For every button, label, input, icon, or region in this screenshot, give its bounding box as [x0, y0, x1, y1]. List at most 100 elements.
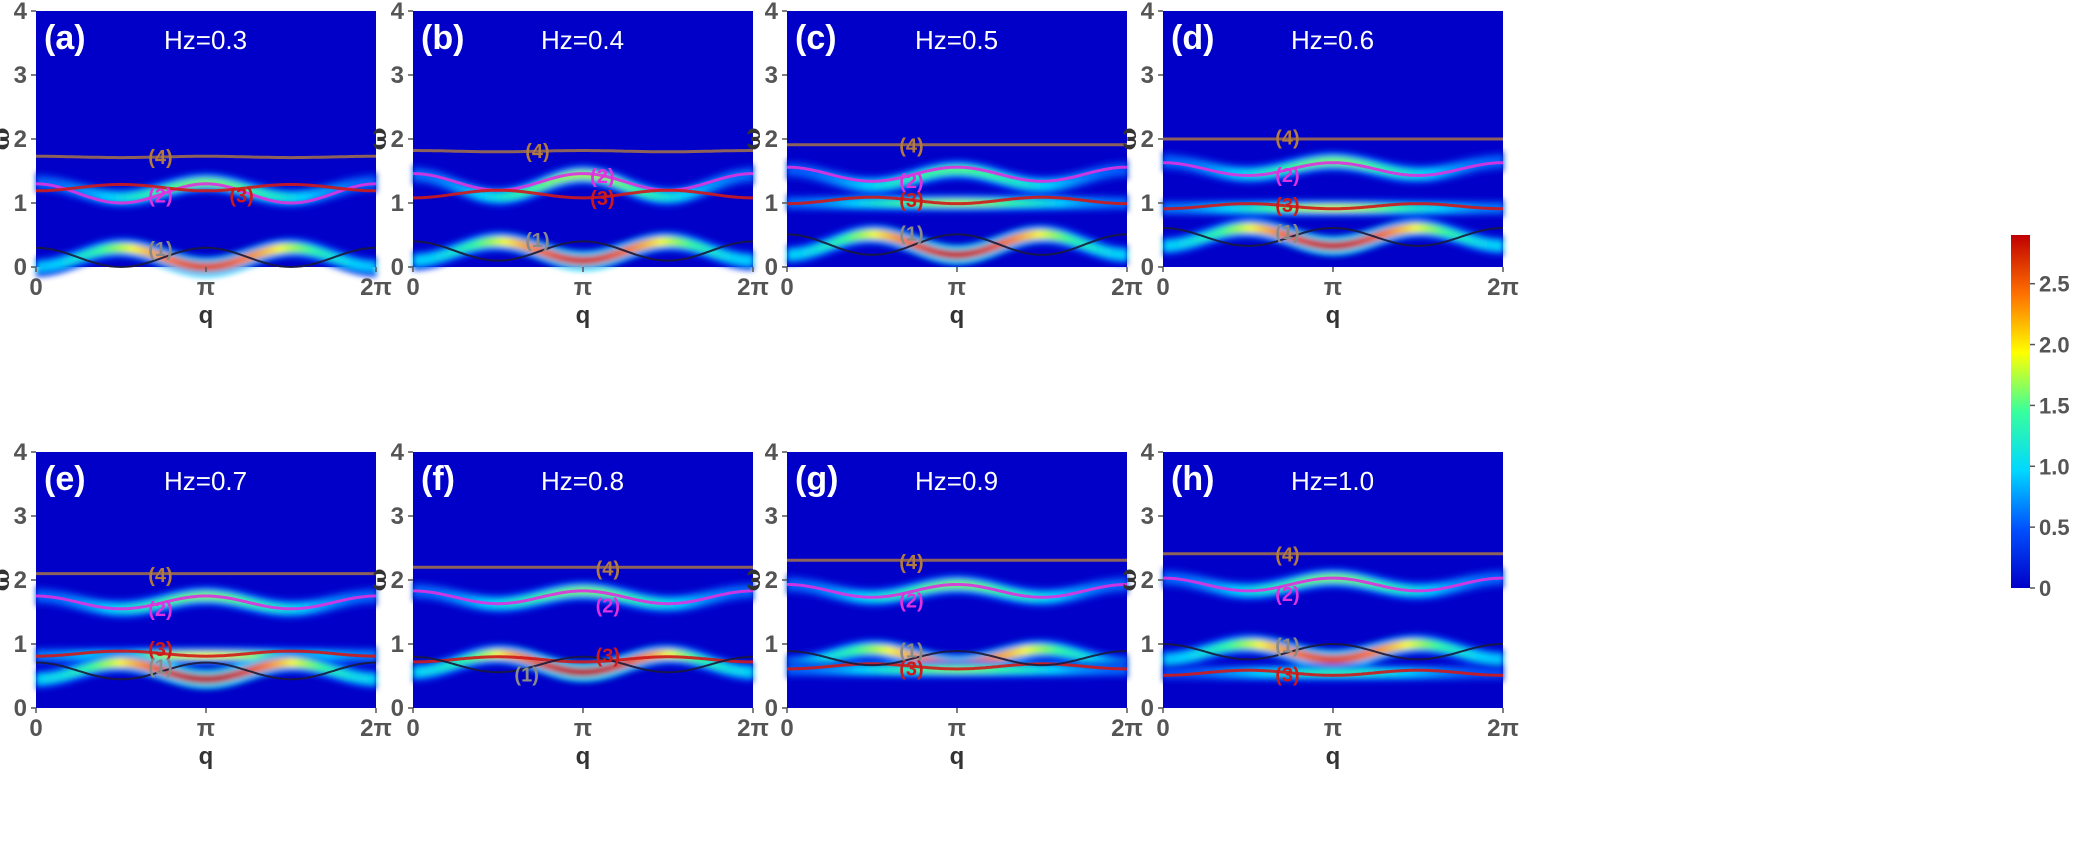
heat-cell — [130, 658, 135, 668]
heat-cell — [654, 650, 660, 660]
heat-cell — [745, 255, 750, 265]
heat-cell — [828, 199, 833, 207]
heat-cell — [987, 243, 992, 253]
heat-cell — [1499, 668, 1504, 677]
heat-cell — [122, 243, 128, 253]
heat-cell — [179, 671, 184, 681]
heat-cell — [1446, 228, 1451, 238]
heat-cell — [1310, 668, 1315, 677]
heat-cell — [266, 246, 271, 256]
x-tick-label: π — [574, 715, 592, 742]
heat-cell — [703, 183, 709, 193]
heat-cell — [1028, 199, 1034, 207]
heat-cell — [304, 659, 309, 669]
heat-cell — [85, 188, 90, 198]
x-tick-label: π — [948, 274, 966, 301]
heat-cell — [1212, 229, 1217, 239]
heat-cell — [598, 172, 603, 182]
heat-cell — [703, 657, 709, 667]
heat-cell — [1461, 233, 1466, 243]
heat-cell — [1077, 238, 1083, 248]
heat-cell — [77, 185, 82, 195]
heat-cell — [122, 658, 128, 668]
heat-cell — [77, 651, 82, 660]
heat-cell — [1028, 645, 1034, 655]
heat-cell — [1025, 199, 1030, 207]
heat-cell — [1089, 171, 1094, 181]
heat-cell — [669, 237, 675, 246]
heat-cell — [832, 238, 837, 248]
heat-cell — [424, 666, 429, 676]
heat-cell — [251, 187, 256, 197]
heat-cell — [1276, 643, 1281, 653]
heat-cell — [1170, 240, 1175, 250]
heat-cell — [1340, 668, 1345, 677]
axes: 0 1 2 3 4 0 π 2π q ω — [0, 0, 392, 329]
heat-cell — [1461, 648, 1466, 657]
heat-cell — [926, 665, 932, 674]
heat-cell — [1427, 668, 1432, 677]
heat-cell — [817, 655, 822, 665]
heat-cell — [141, 190, 147, 200]
heat-cell — [1310, 652, 1315, 662]
heat-cell — [319, 189, 324, 199]
band-2-curve — [787, 165, 1127, 183]
heat-cell — [372, 262, 377, 272]
heat-cell — [1385, 204, 1391, 212]
heat-cell — [533, 244, 539, 254]
heat-cell — [651, 651, 656, 661]
heat-cell — [1032, 180, 1037, 190]
heat-cell — [722, 175, 728, 185]
heat-cell — [1227, 668, 1232, 677]
heat-cell — [979, 168, 985, 178]
x-axis-label: q — [199, 302, 214, 329]
heat-cell — [1435, 225, 1440, 235]
heat-cell — [907, 238, 913, 248]
heat-cell — [658, 191, 663, 201]
heat-cell — [126, 193, 132, 203]
heat-cell — [1476, 237, 1481, 247]
heat-cell — [1246, 639, 1251, 649]
heat-cell — [349, 671, 354, 681]
heat-cell — [85, 651, 90, 660]
spectral-weight — [36, 172, 377, 277]
heat-cell — [885, 665, 890, 674]
heat-cell — [1408, 223, 1413, 233]
heat-cell — [1427, 204, 1432, 212]
heat-cell — [1325, 241, 1330, 251]
heat-cell — [1009, 235, 1015, 245]
heat-cell — [36, 674, 41, 684]
heat-cell — [1419, 204, 1425, 212]
heat-cell — [549, 662, 554, 672]
heat-cell — [1043, 665, 1049, 674]
heat-cell — [1123, 165, 1128, 175]
y-tick-label: 1 — [391, 631, 404, 658]
heat-cell — [1268, 226, 1274, 236]
heat-cell — [1036, 180, 1041, 190]
heat-cell — [47, 261, 52, 271]
y-tick-label: 2 — [14, 126, 27, 153]
heat-cell — [673, 237, 679, 247]
y-tick-label: 4 — [14, 439, 28, 466]
heat-cell — [1268, 642, 1274, 652]
heat-cell — [1314, 668, 1319, 677]
y-tick-label: 1 — [14, 631, 27, 658]
heat-cell — [247, 185, 252, 195]
heat-cell — [138, 245, 143, 255]
heat-cell — [972, 166, 977, 176]
heat-cell — [877, 665, 883, 674]
heat-cell — [979, 665, 985, 674]
heat-cell — [1047, 665, 1053, 674]
heat-cell — [866, 229, 871, 239]
heat-cell — [923, 243, 928, 253]
heat-cell — [285, 193, 290, 203]
heat-cell — [624, 181, 629, 191]
heat-cell — [431, 665, 437, 675]
heat-cell — [1123, 250, 1128, 260]
heat-cell — [1393, 204, 1398, 212]
heat-cell — [334, 651, 339, 660]
heat-cell — [141, 660, 147, 670]
heat-cell — [1446, 643, 1451, 653]
y-tick-label: 2 — [765, 126, 778, 153]
